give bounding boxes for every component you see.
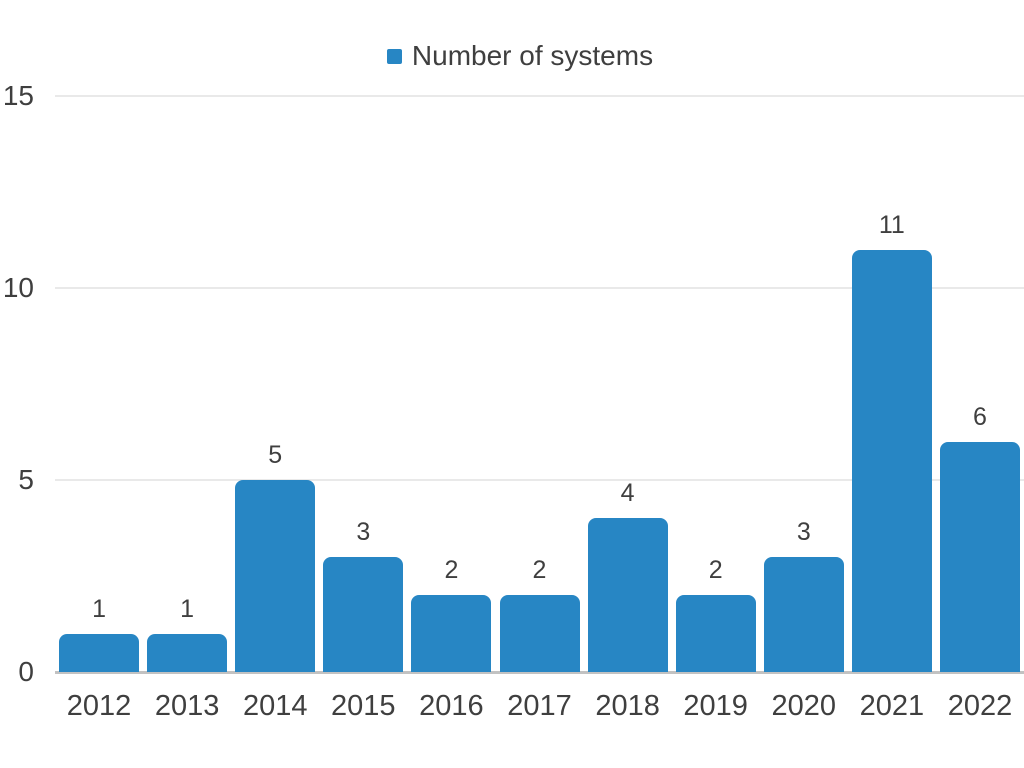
bar-value-label: 1 — [180, 594, 195, 623]
bar — [499, 595, 580, 672]
x-axis-tick-label: 2018 — [595, 690, 660, 722]
x-axis-tick-label: 2015 — [331, 690, 396, 722]
bar-value-label: 4 — [620, 479, 635, 508]
legend-label: Number of systems — [411, 40, 654, 71]
x-axis-tick-label: 2022 — [947, 690, 1013, 722]
bar-value-label: 5 — [268, 441, 283, 469]
bar — [675, 595, 756, 672]
x-axis-tick-label: 2020 — [771, 690, 837, 722]
gridline — [55, 479, 1024, 481]
bar-value-label: 3 — [796, 517, 811, 546]
x-axis-tick-label: 2017 — [507, 690, 572, 722]
x-axis-tick-label: 2013 — [154, 690, 220, 722]
bar — [587, 518, 668, 672]
legend: Number of systems — [8, 40, 1024, 72]
bar-value-label: 1 — [92, 594, 106, 623]
bar — [939, 441, 1020, 672]
x-axis-tick-label: 2014 — [242, 690, 308, 722]
bar-value-label: 11 — [878, 210, 905, 239]
bar-value-label: 3 — [356, 517, 371, 546]
bar — [763, 556, 844, 672]
legend-swatch — [386, 48, 402, 64]
x-axis-line — [55, 671, 1024, 674]
bar — [59, 633, 140, 672]
gridline — [55, 287, 1024, 289]
y-axis-tick-label: 10 — [2, 272, 34, 303]
x-axis-tick-label: 2016 — [419, 690, 484, 722]
y-axis-tick-label: 0 — [18, 656, 34, 687]
y-axis-tick-label: 5 — [18, 464, 34, 495]
bar — [411, 595, 492, 672]
bar — [851, 249, 932, 672]
gridline — [55, 95, 1024, 97]
bar-value-label: 2 — [532, 556, 547, 585]
x-axis-tick-label: 2012 — [66, 690, 132, 722]
bar-value-label: 2 — [444, 556, 459, 585]
x-axis-tick-label: 2019 — [683, 690, 748, 722]
bar — [235, 480, 316, 672]
y-axis-tick-label: 15 — [2, 80, 34, 111]
bar-value-label: 2 — [708, 556, 723, 585]
bar — [323, 556, 404, 672]
bar — [147, 633, 228, 672]
bar-value-label: 6 — [973, 402, 987, 431]
x-axis-tick-label: 2021 — [859, 690, 925, 722]
